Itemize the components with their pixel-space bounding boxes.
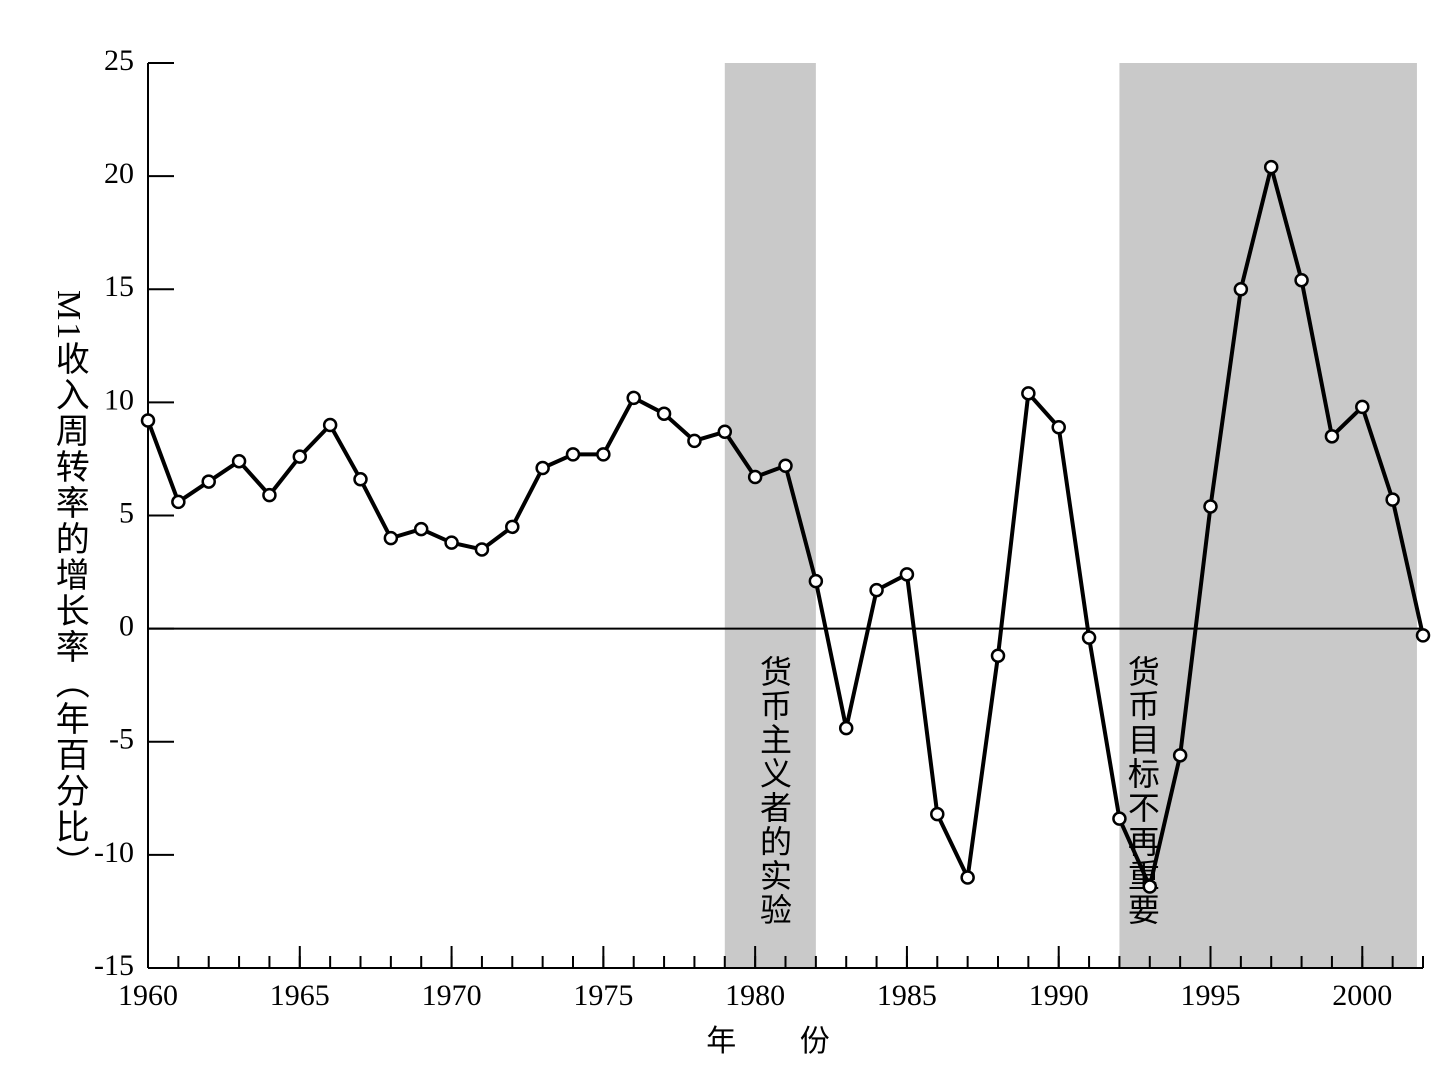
- data-point: [1263, 159, 1279, 175]
- x-tick-label: 1980: [725, 979, 785, 1012]
- data-point: [1294, 272, 1309, 288]
- data-point: [505, 519, 520, 535]
- shaded-region: [1119, 63, 1417, 968]
- data-point: [353, 472, 368, 487]
- data-point: [747, 469, 763, 485]
- data-point: [565, 447, 581, 462]
- data-point: [262, 487, 277, 503]
- data-point: [687, 433, 702, 449]
- y-axis-label: M1收入周转率的增长率（年百分比）: [50, 290, 89, 881]
- x-axis-label: 年 份: [706, 1025, 858, 1058]
- x-tick-label: 1975: [573, 979, 633, 1012]
- y-tick-label: 5: [119, 496, 134, 529]
- data-point: [1051, 420, 1066, 435]
- x-tick-label: 2000: [1332, 979, 1392, 1012]
- y-tick-label: 10: [104, 383, 134, 416]
- data-point: [140, 413, 156, 428]
- data-point: [383, 530, 399, 546]
- data-point: [930, 806, 945, 822]
- data-point: [201, 474, 216, 489]
- x-tick-label: 1965: [270, 979, 330, 1012]
- data-point: [1142, 879, 1158, 894]
- data-point: [1415, 628, 1431, 643]
- data-point: [1172, 748, 1188, 763]
- data-point: [960, 870, 975, 885]
- data-point: [1112, 811, 1127, 826]
- data-point: [231, 453, 247, 469]
- data-point: [535, 460, 550, 476]
- data-point: [656, 406, 672, 421]
- data-point: [1233, 282, 1249, 297]
- data-point: [990, 648, 1006, 664]
- data-point: [444, 535, 459, 550]
- data-point: [322, 417, 338, 433]
- y-tick-label: 0: [119, 610, 134, 643]
- x-tick-label: 1970: [422, 979, 482, 1012]
- region-label: 货币主义者的实验: [756, 655, 792, 927]
- data-point: [171, 494, 186, 510]
- data-point: [1081, 630, 1097, 645]
- data-point: [1203, 499, 1218, 514]
- shaded-region: [724, 63, 816, 968]
- y-tick-label: -5: [109, 723, 134, 756]
- x-tick-label: 1960: [118, 979, 178, 1012]
- data-point: [474, 542, 490, 557]
- y-tick-label: -15: [94, 949, 134, 982]
- x-tick-label: 1990: [1029, 979, 1089, 1012]
- x-tick-label: 1995: [1181, 979, 1241, 1012]
- data-point: [1324, 429, 1340, 444]
- y-tick-label: 25: [104, 44, 134, 77]
- data-point: [413, 521, 429, 537]
- data-point: [1385, 492, 1400, 507]
- data-point: [1021, 386, 1036, 401]
- x-tick-label: 1985: [877, 979, 937, 1012]
- data-point: [717, 424, 733, 440]
- data-point: [292, 449, 308, 464]
- data-point: [596, 447, 611, 462]
- y-tick-label: -10: [94, 836, 134, 869]
- data-point: [626, 390, 641, 406]
- data-point: [869, 582, 884, 598]
- data-point: [838, 720, 854, 736]
- y-tick-label: 15: [104, 270, 134, 303]
- data-point: [1355, 399, 1370, 415]
- y-tick-label: 20: [104, 157, 134, 190]
- data-point: [808, 573, 824, 589]
- data-point: [778, 458, 793, 473]
- data-point: [899, 567, 915, 582]
